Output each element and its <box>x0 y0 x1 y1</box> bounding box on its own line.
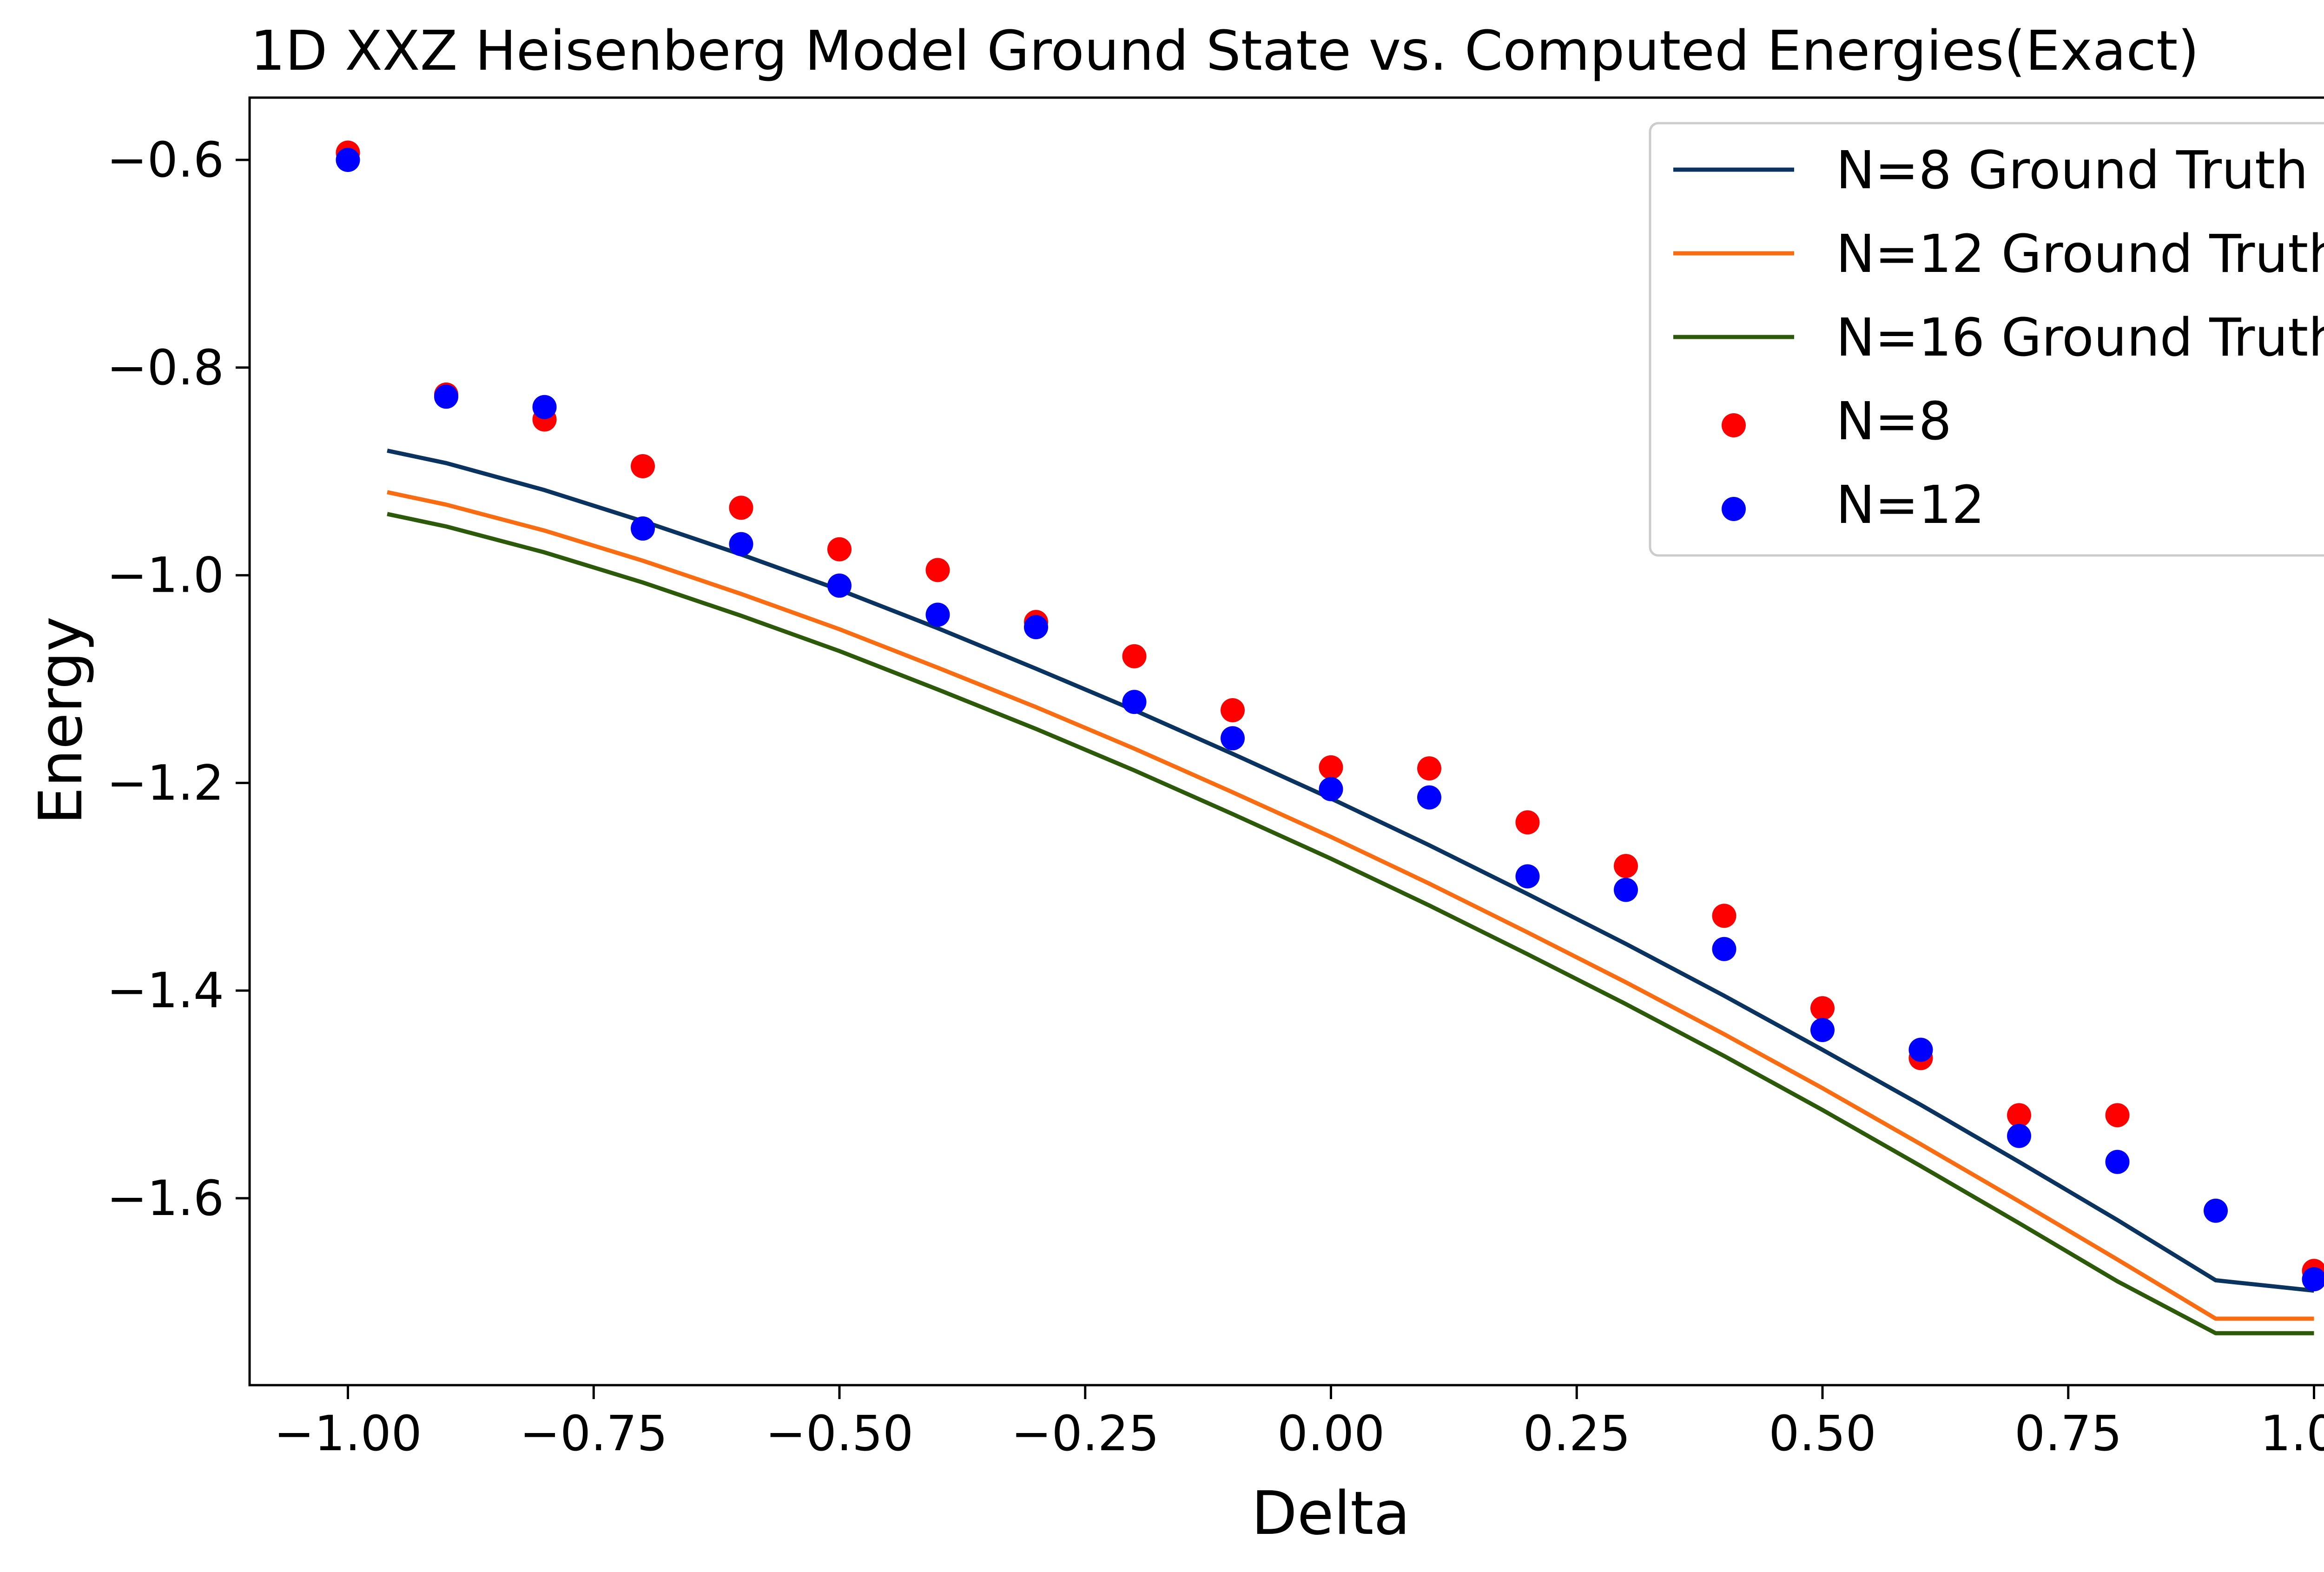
scatter-point-n-12 <box>1712 937 1736 961</box>
scatter-point-n-12 <box>1319 777 1343 801</box>
legend-label-n-8-ground-truth: N=8 Ground Truth <box>1836 140 2308 201</box>
scatter-point-n-8 <box>729 495 753 520</box>
legend-label-n-16-ground-truth: N=16 Ground Truth <box>1836 308 2324 368</box>
scatter-point-n-8 <box>827 537 852 561</box>
scatter-point-n-12 <box>631 516 655 541</box>
scatter-point-n-12 <box>434 384 458 409</box>
x-tick-label: 0.25 <box>1523 1405 1631 1462</box>
y-tick-label: −0.8 <box>106 339 224 396</box>
scatter-point-n-8 <box>1221 698 1245 722</box>
scatter-point-n-12 <box>827 574 852 598</box>
scatter-point-n-8 <box>1810 996 1835 1020</box>
scatter-point-n-8 <box>1319 755 1343 779</box>
scatter-point-n-8 <box>1712 904 1736 928</box>
y-axis-label: Energy <box>26 616 96 825</box>
series-line-n-8-ground-truth <box>387 451 2314 1291</box>
legend-swatch-n-8 <box>1722 413 1746 437</box>
scatter-point-n-8 <box>2106 1103 2130 1127</box>
scatter-point-n-8 <box>1614 854 1638 878</box>
scatter-point-n-12 <box>1221 726 1245 750</box>
series-line-n-16-ground-truth <box>387 514 2314 1334</box>
scatter-point-n-12 <box>1614 878 1638 902</box>
scatter-point-n-12 <box>533 395 557 419</box>
x-tick-label: −0.50 <box>766 1405 914 1462</box>
scatter-point-n-12 <box>729 532 753 556</box>
scatter-point-n-12 <box>336 148 360 172</box>
scatter-point-n-8 <box>631 454 655 478</box>
scatter-point-n-8 <box>1417 756 1441 780</box>
scatter-point-n-12 <box>1516 864 1540 888</box>
chart-title: 1D XXZ Heisenberg Model Ground State vs.… <box>251 19 2199 83</box>
x-tick-label: −0.25 <box>1011 1405 1159 1462</box>
scatter-point-n-8 <box>1516 810 1540 834</box>
scatter-point-n-12 <box>1417 786 1441 810</box>
legend-label-n-12-ground-truth: N=12 Ground Truth <box>1836 224 2324 284</box>
scatter-point-n-12 <box>926 602 950 627</box>
x-axis-label: Delta <box>1251 1479 1410 1548</box>
x-tick-label: 0.50 <box>1769 1405 1876 1462</box>
x-tick-label: −1.00 <box>274 1405 422 1462</box>
scatter-point-n-12 <box>2204 1199 2228 1223</box>
scatter-point-n-8 <box>2007 1103 2031 1127</box>
series-line-n-12-ground-truth <box>387 492 2314 1319</box>
legend-label-n-12: N=12 <box>1836 475 1985 535</box>
x-tick-label: 0.75 <box>2014 1405 2122 1462</box>
scatter-point-n-12 <box>1024 615 1048 639</box>
scatter-point-n-12 <box>1122 690 1147 714</box>
x-tick-label: 0.00 <box>1277 1405 1385 1462</box>
legend: N=8 Ground Truth N=12 Ground Truth N=16 Gr… <box>1650 123 2324 555</box>
scatter-point-n-12 <box>1909 1037 1933 1062</box>
x-tick-label: 1.00 <box>2260 1405 2324 1462</box>
legend-label-n-8: N=8 <box>1836 391 1952 452</box>
y-tick-label: −0.6 <box>106 132 224 188</box>
y-tick-label: −1.4 <box>106 962 224 1019</box>
scatter-point-n-12 <box>2007 1124 2031 1148</box>
y-tick-label: −1.6 <box>106 1170 224 1227</box>
scatter-point-n-8 <box>1122 644 1147 668</box>
y-tick-label: −1.0 <box>106 547 224 604</box>
scatter-point-n-8 <box>926 558 950 582</box>
scatter-point-n-12 <box>2106 1150 2130 1174</box>
x-tick-label: −0.75 <box>520 1405 668 1462</box>
y-tick-label: −1.2 <box>106 754 224 811</box>
scatter-point-n-12 <box>1810 1018 1835 1042</box>
legend-swatch-n-12 <box>1722 497 1746 521</box>
